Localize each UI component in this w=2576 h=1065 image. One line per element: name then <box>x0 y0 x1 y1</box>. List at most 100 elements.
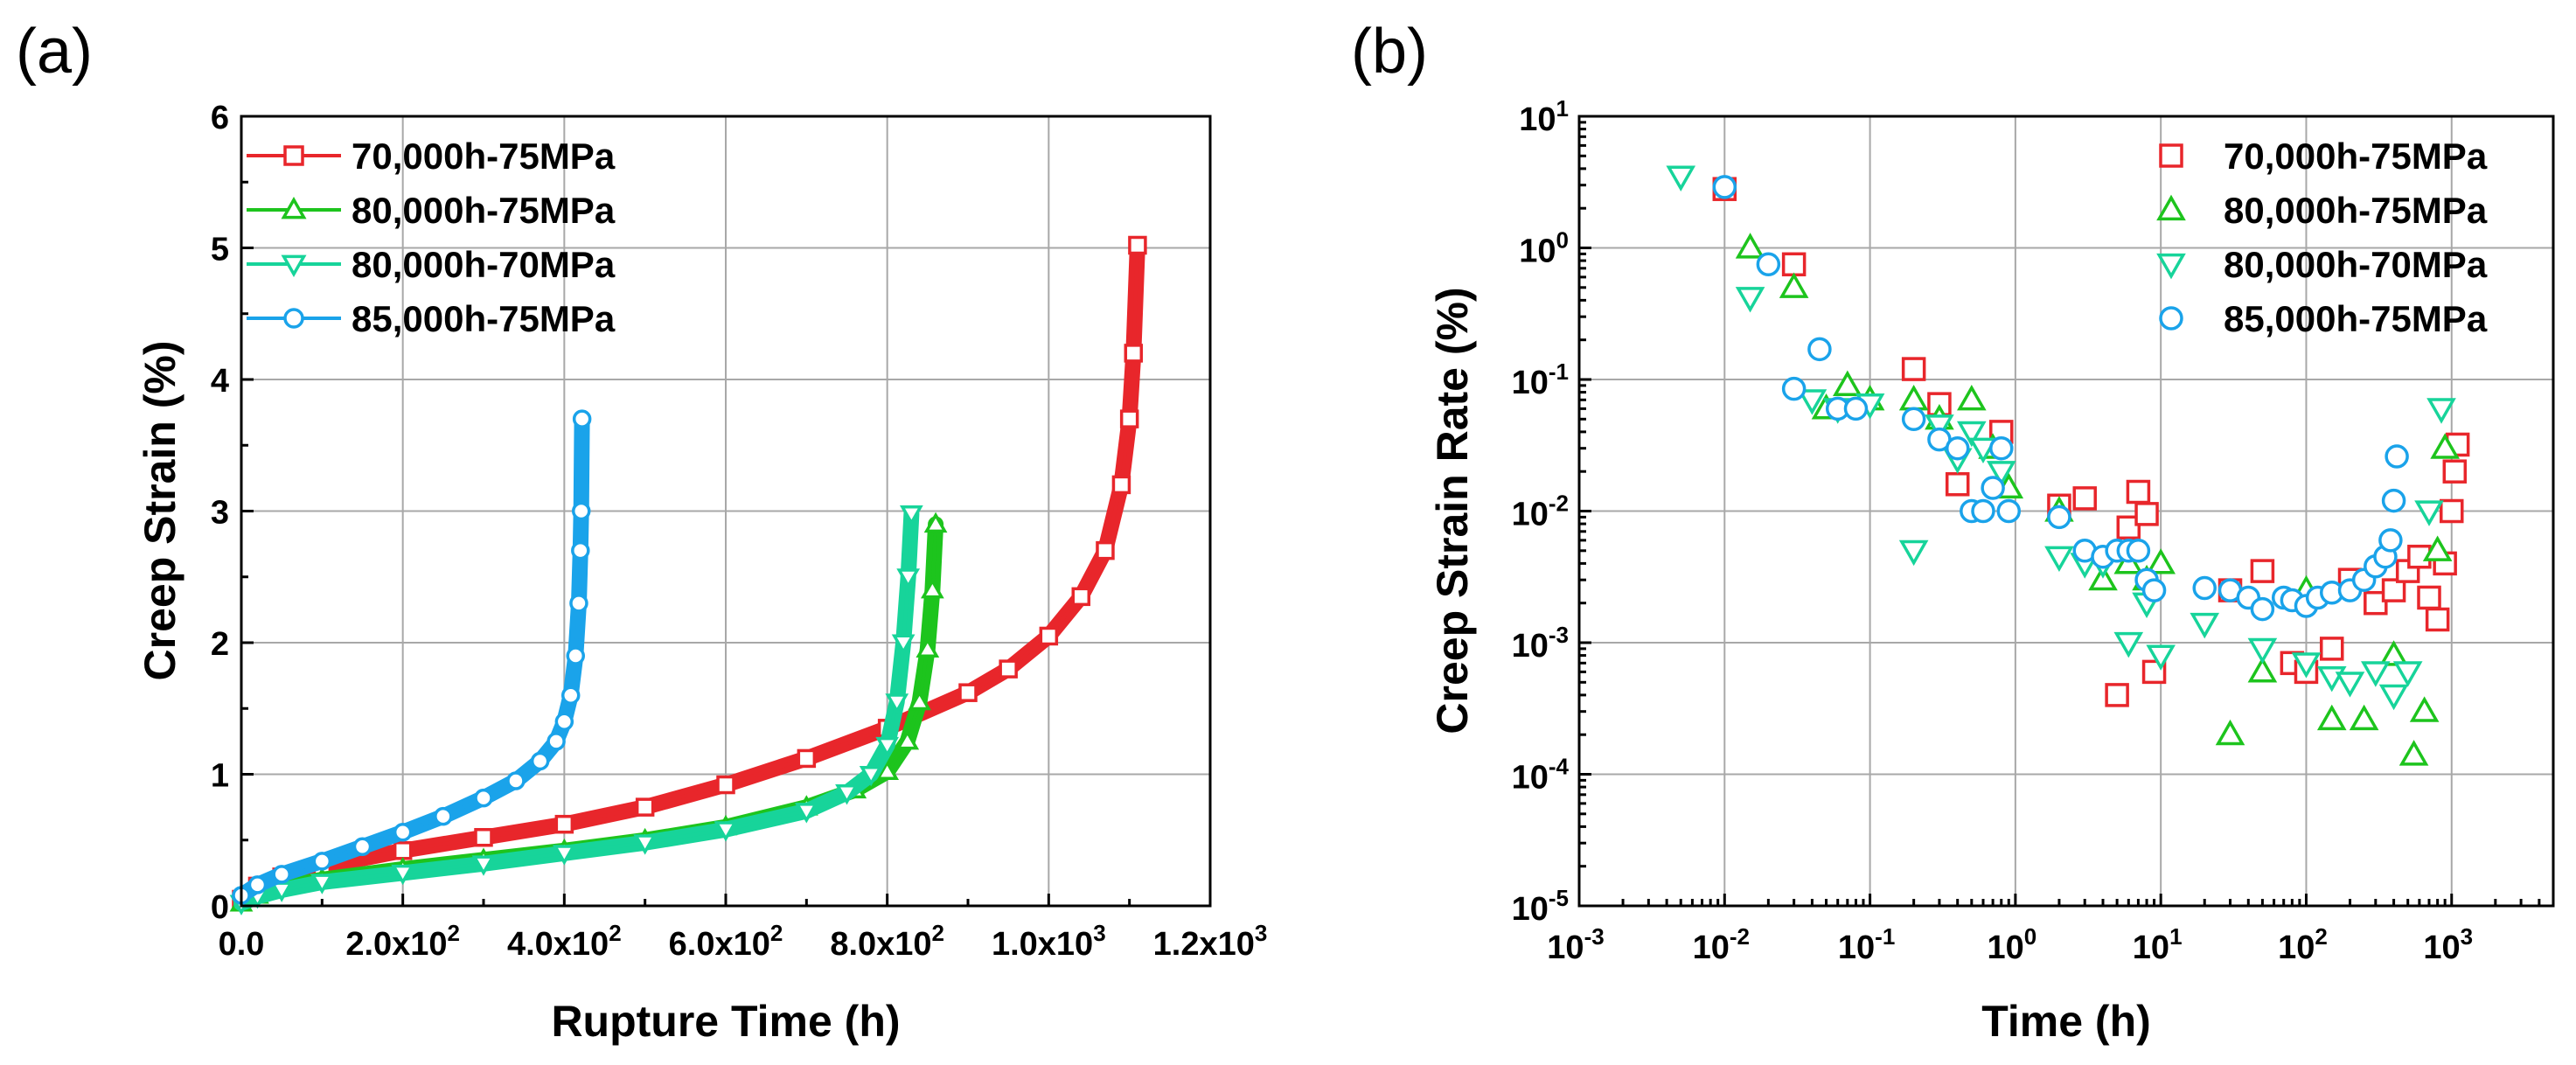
data-point <box>2422 535 2453 561</box>
data-point <box>2378 684 2409 711</box>
data-point <box>474 788 493 808</box>
chart-b-x-tick-label: 10-1 <box>1838 923 1895 966</box>
legend-label: 80,000h-75MPa <box>2224 190 2488 231</box>
data-point <box>1119 409 1139 428</box>
data-point <box>393 822 413 842</box>
series-85-000h-75mpa <box>1712 175 2409 622</box>
data-point <box>797 748 817 769</box>
data-point <box>916 637 940 658</box>
data-point <box>2192 575 2217 601</box>
data-point <box>1996 498 2022 524</box>
chart-b-y-tick-label: 100 <box>1519 227 1569 270</box>
data-point <box>1071 587 1091 607</box>
data-point <box>1989 435 2014 461</box>
data-point <box>875 736 900 758</box>
data-point <box>2442 459 2468 484</box>
legend-label: 80,000h-70MPa <box>2224 244 2488 285</box>
data-point <box>1968 437 1998 464</box>
chart-b: 10-3 10-2 10-1 100 101 102 103 10-5 10-4 10-3 10-2… <box>1428 95 2555 1046</box>
data-point <box>2316 704 2347 731</box>
chart-b-y-tick-label: 101 <box>1519 95 1569 138</box>
data-point <box>891 634 916 655</box>
data-point <box>554 712 574 732</box>
data-point <box>2349 704 2379 731</box>
data-point <box>633 834 658 855</box>
data-point <box>885 693 909 714</box>
data-point <box>1901 407 1926 432</box>
data-point <box>393 841 413 860</box>
legend-marker <box>281 254 307 278</box>
data-point <box>1898 384 1929 411</box>
data-point <box>434 806 453 826</box>
legend-label: 80,000h-75MPa <box>352 190 616 231</box>
data-point <box>835 784 859 805</box>
data-point <box>391 864 415 886</box>
data-point <box>1128 235 1147 255</box>
data-point <box>2250 596 2275 622</box>
data-point <box>923 512 948 533</box>
data-point <box>1039 626 1059 646</box>
data-point <box>2392 661 2423 687</box>
chart-a-x-tick-label: 6.0x102 <box>669 920 783 963</box>
data-point <box>572 409 592 428</box>
chart-a: 0.0 2.0x102 4.0x102 6.0x102 8.0x102 1.0x103 1.… <box>136 100 1267 1046</box>
data-point <box>2381 488 2406 513</box>
chart-b-y-tick-label: 10-3 <box>1512 622 1569 665</box>
data-point <box>566 646 586 665</box>
data-point <box>2113 631 2144 658</box>
panel-b-label: (b) <box>1351 17 1428 87</box>
legend-item-85-000h-75mpa: 85,000h-75MPa <box>2159 298 2488 339</box>
legend-label: 85,000h-75MPa <box>2224 298 2488 339</box>
data-point <box>1735 233 1765 259</box>
data-point <box>554 814 574 834</box>
chart-b-x-tick-label: 10-2 <box>1693 923 1750 966</box>
panel-a-label: (a) <box>16 17 93 87</box>
chart-a-x-tick-label: 4.0x102 <box>507 920 622 963</box>
legend-item-70-000h-75mpa: 70,000h-75MPa <box>2159 136 2488 177</box>
data-point <box>2105 683 2129 707</box>
chart-b-x-tick-label: 102 <box>2278 923 2328 966</box>
legend-item-80-000h-75mpa: 80,000h-75MPa <box>247 190 616 231</box>
legend-marker <box>283 145 304 166</box>
data-point <box>2426 398 2456 424</box>
legend-label: 70,000h-75MPa <box>2224 136 2488 177</box>
legend-marker <box>281 196 307 219</box>
chart-a-y-tick-label: 4 <box>211 363 229 400</box>
data-point <box>2126 539 2151 563</box>
series-line-70-000h-75mpa <box>233 237 1145 908</box>
data-point <box>1779 272 1809 298</box>
legend-label: 80,000h-70MPa <box>352 244 616 285</box>
data-point <box>716 775 735 795</box>
legend-marker <box>283 308 304 329</box>
data-point <box>1957 384 1987 411</box>
data-point <box>2335 672 2365 698</box>
chart-a-x-tick-label: 2.0x102 <box>345 920 460 963</box>
data-point <box>560 686 581 705</box>
chart-b-x-tick-label: 103 <box>2423 923 2473 966</box>
data-point <box>1124 344 1144 363</box>
chart-a-x-tick-label: 1.2x103 <box>1153 920 1268 963</box>
series-80-000h-70mpa <box>229 505 923 915</box>
data-point <box>2430 433 2460 459</box>
data-point <box>1666 165 1696 191</box>
legend-marker <box>2156 194 2186 221</box>
data-point <box>2398 740 2429 766</box>
data-point <box>1833 370 1862 396</box>
data-point <box>547 732 566 751</box>
data-point <box>958 683 978 702</box>
chart-b-x-tick-label: 10-3 <box>1547 923 1604 966</box>
data-point <box>1797 389 1828 415</box>
legend-item-80-000h-70mpa: 80,000h-70MPa <box>247 244 616 285</box>
data-point <box>2409 696 2440 722</box>
data-point <box>2364 590 2388 616</box>
legend-marker <box>2159 143 2183 168</box>
data-point <box>571 501 591 521</box>
data-point <box>921 577 944 599</box>
data-point <box>1971 498 1995 524</box>
data-point <box>1981 476 2005 500</box>
data-point <box>1735 287 1765 313</box>
chart-a-y-tick-label: 1 <box>211 758 229 795</box>
data-point <box>2378 640 2409 666</box>
data-point <box>2126 479 2151 505</box>
data-point <box>1756 252 1781 277</box>
